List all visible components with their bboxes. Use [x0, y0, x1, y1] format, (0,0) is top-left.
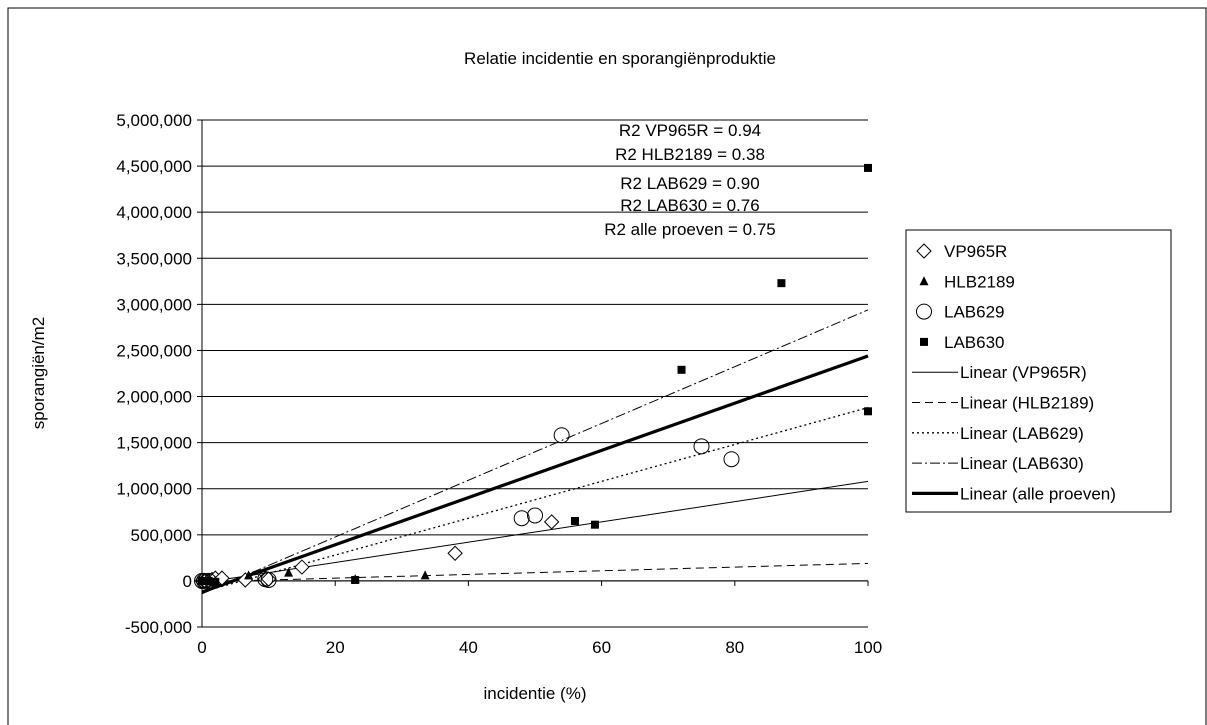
data-point — [677, 365, 686, 374]
data-point — [723, 451, 740, 468]
x-tick-label: 20 — [326, 638, 345, 657]
x-tick-label: 80 — [725, 638, 744, 657]
r2-annotation: R2 HLB2189 = 0.38 — [615, 145, 765, 164]
x-axis-label: incidentie (%) — [484, 684, 587, 703]
trendline — [201, 562, 869, 583]
data-point — [543, 514, 560, 530]
x-tick-label: 40 — [459, 638, 478, 657]
trendlines — [201, 309, 869, 595]
x-tick-label: 0 — [197, 638, 206, 657]
chart-title: Relatie incidentie en sporangiënprodukti… — [464, 49, 776, 68]
data-point — [420, 570, 430, 580]
data-point — [447, 545, 463, 561]
y-tick-label: 0 — [183, 572, 192, 591]
legend-box — [905, 229, 1172, 513]
data-point — [513, 510, 530, 527]
r2-annotation: R2 LAB630 = 0.76 — [620, 196, 759, 215]
data-point — [198, 576, 206, 585]
trendline — [201, 406, 869, 593]
y-tick-label: 3,000,000 — [116, 295, 192, 314]
x-tick-label: 60 — [592, 638, 611, 657]
tick-labels: -500,000 0 500,000 1,000,000 1,500,000 2,000,… — [116, 111, 882, 657]
data-points — [194, 163, 872, 589]
legend-marker — [916, 303, 932, 320]
trendline — [201, 354, 869, 594]
data-point — [351, 575, 360, 584]
data-point — [570, 516, 579, 525]
legend-label: Linear (VP965R) — [960, 363, 1087, 382]
data-point — [244, 570, 254, 580]
data-point — [777, 279, 786, 288]
y-axis-label: sporangiën/m2 — [29, 317, 48, 429]
legend-label: Linear (LAB630) — [960, 454, 1084, 473]
legend-label: Linear (LAB629) — [960, 424, 1084, 443]
data-point — [284, 567, 294, 577]
r2-annotation: R2 alle proeven = 0.75 — [604, 220, 776, 239]
y-tick-label: 4,500,000 — [116, 157, 192, 176]
r2-annotation: R2 LAB629 = 0.90 — [620, 174, 759, 193]
y-tick-label: 1,000,000 — [116, 480, 192, 499]
y-tick-label: 500,000 — [131, 526, 192, 545]
legend-label: LAB629 — [944, 303, 1005, 322]
y-tick-label: -500,000 — [125, 618, 192, 637]
data-point — [294, 559, 310, 575]
data-point — [864, 407, 872, 416]
y-tick-label: 3,500,000 — [116, 249, 192, 268]
y-tick-label: 4,000,000 — [116, 203, 192, 222]
legend: VP965R HLB2189 LAB629 LAB630 Linear (VP965R)… — [905, 229, 1172, 513]
data-point — [553, 427, 570, 444]
data-point — [260, 571, 277, 588]
legend-marker — [916, 243, 932, 259]
data-point — [590, 520, 599, 529]
r2-annotations: R2 VP965R = 0.94 R2 HLB2189 = 0.38 R2 LAB6… — [604, 121, 776, 239]
y-tick-label: 2,500,000 — [116, 341, 192, 360]
y-tick-label: 2,000,000 — [116, 388, 192, 407]
trendline — [201, 309, 869, 595]
legend-marker — [919, 276, 929, 286]
data-point — [214, 570, 230, 586]
legend-label: Linear (HLB2189) — [960, 394, 1094, 413]
y-tick-label: 1,500,000 — [116, 434, 192, 453]
axes — [197, 119, 869, 628]
legend-marker — [920, 337, 928, 346]
legend-label: LAB630 — [944, 333, 1005, 352]
r2-annotation: R2 VP965R = 0.94 — [619, 121, 761, 140]
data-point — [204, 576, 213, 585]
data-point — [864, 163, 872, 172]
legend-label: HLB2189 — [944, 272, 1015, 291]
data-point — [693, 438, 710, 455]
x-tick-label: 100 — [854, 638, 882, 657]
legend-label: VP965R — [944, 242, 1007, 261]
trendline — [201, 480, 869, 584]
data-point — [211, 577, 220, 586]
data-point — [527, 507, 543, 524]
y-tick-label: 5,000,000 — [116, 111, 192, 130]
legend-label: Linear (alle proeven) — [960, 484, 1116, 503]
